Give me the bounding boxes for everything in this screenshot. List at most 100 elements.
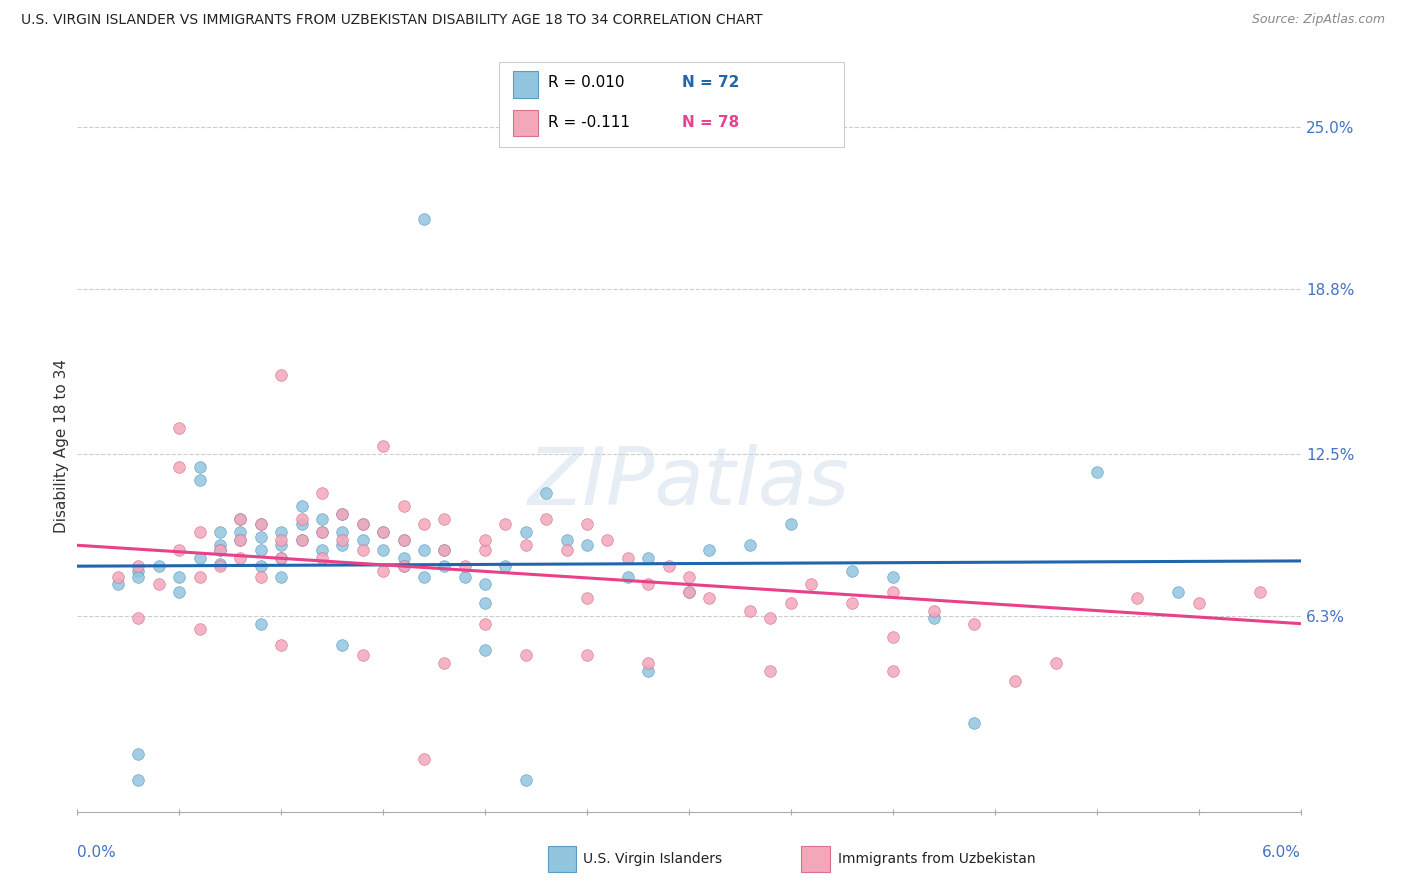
Point bbox=[1126, 591, 1149, 605]
Point bbox=[780, 596, 803, 610]
Point bbox=[291, 512, 314, 526]
Point bbox=[392, 533, 415, 547]
Point bbox=[474, 642, 496, 657]
Point bbox=[433, 512, 456, 526]
Point bbox=[474, 577, 496, 591]
Point bbox=[413, 517, 436, 532]
Point bbox=[433, 559, 456, 574]
Point bbox=[841, 565, 863, 579]
Point bbox=[963, 616, 986, 631]
Point bbox=[699, 591, 721, 605]
Point bbox=[373, 525, 395, 540]
Point bbox=[515, 773, 537, 788]
Point bbox=[617, 569, 640, 583]
Point bbox=[759, 664, 782, 678]
Point bbox=[209, 559, 232, 574]
Text: R = -0.111: R = -0.111 bbox=[548, 115, 630, 129]
Point bbox=[352, 543, 374, 558]
Text: N = 72: N = 72 bbox=[682, 76, 740, 90]
Point bbox=[1085, 465, 1108, 479]
Point bbox=[373, 439, 395, 453]
Point bbox=[536, 512, 558, 526]
Point bbox=[311, 551, 333, 566]
Point bbox=[413, 569, 436, 583]
Text: N = 78: N = 78 bbox=[682, 115, 740, 129]
Point bbox=[291, 533, 314, 547]
Point bbox=[433, 543, 456, 558]
Point bbox=[148, 577, 170, 591]
Text: 6.0%: 6.0% bbox=[1261, 845, 1301, 860]
Point bbox=[576, 517, 599, 532]
Point bbox=[740, 604, 762, 618]
Point bbox=[658, 559, 681, 574]
Point bbox=[373, 525, 395, 540]
Point bbox=[474, 533, 496, 547]
Point bbox=[229, 551, 252, 566]
Point bbox=[128, 559, 150, 574]
Point bbox=[128, 611, 150, 625]
Point bbox=[128, 569, 150, 583]
Point bbox=[169, 459, 191, 474]
Point bbox=[332, 525, 354, 540]
Point bbox=[495, 559, 517, 574]
Point bbox=[515, 648, 537, 662]
Point bbox=[209, 557, 232, 571]
Point bbox=[922, 611, 945, 625]
Point bbox=[250, 543, 273, 558]
Point bbox=[332, 533, 354, 547]
Point bbox=[311, 525, 333, 540]
Point bbox=[678, 585, 700, 599]
Point bbox=[107, 577, 129, 591]
Point bbox=[209, 543, 232, 558]
Point bbox=[250, 616, 273, 631]
Point bbox=[169, 543, 191, 558]
Point bbox=[555, 543, 578, 558]
Point bbox=[1045, 656, 1067, 670]
Point bbox=[373, 565, 395, 579]
Point bbox=[291, 533, 314, 547]
Point bbox=[841, 596, 863, 610]
Point bbox=[882, 664, 904, 678]
Point bbox=[637, 577, 659, 591]
Point bbox=[270, 551, 292, 566]
Point bbox=[352, 517, 374, 532]
Point bbox=[188, 525, 211, 540]
Point bbox=[637, 551, 659, 566]
Point bbox=[250, 517, 273, 532]
Point bbox=[311, 525, 333, 540]
Point bbox=[1004, 674, 1026, 689]
Point bbox=[1167, 585, 1189, 599]
Point bbox=[474, 616, 496, 631]
Point bbox=[188, 551, 211, 566]
Point bbox=[596, 533, 619, 547]
Point bbox=[780, 517, 803, 532]
Point bbox=[169, 569, 191, 583]
Point bbox=[413, 543, 436, 558]
Point bbox=[515, 525, 537, 540]
Text: R = 0.010: R = 0.010 bbox=[548, 76, 624, 90]
Point bbox=[413, 752, 436, 766]
Point bbox=[474, 596, 496, 610]
Point bbox=[352, 648, 374, 662]
Point bbox=[250, 559, 273, 574]
Point bbox=[250, 517, 273, 532]
Point bbox=[699, 543, 721, 558]
Point bbox=[352, 533, 374, 547]
Point bbox=[474, 543, 496, 558]
Point bbox=[515, 538, 537, 552]
Point bbox=[637, 656, 659, 670]
Point bbox=[270, 538, 292, 552]
Point bbox=[332, 538, 354, 552]
Point bbox=[250, 530, 273, 544]
Point bbox=[250, 569, 273, 583]
Point bbox=[555, 533, 578, 547]
Point bbox=[433, 543, 456, 558]
Text: Source: ZipAtlas.com: Source: ZipAtlas.com bbox=[1251, 13, 1385, 27]
Point bbox=[392, 559, 415, 574]
Point bbox=[1249, 585, 1271, 599]
Point bbox=[392, 499, 415, 513]
Point bbox=[169, 421, 191, 435]
Point bbox=[576, 538, 599, 552]
Point bbox=[963, 715, 986, 730]
Point bbox=[759, 611, 782, 625]
